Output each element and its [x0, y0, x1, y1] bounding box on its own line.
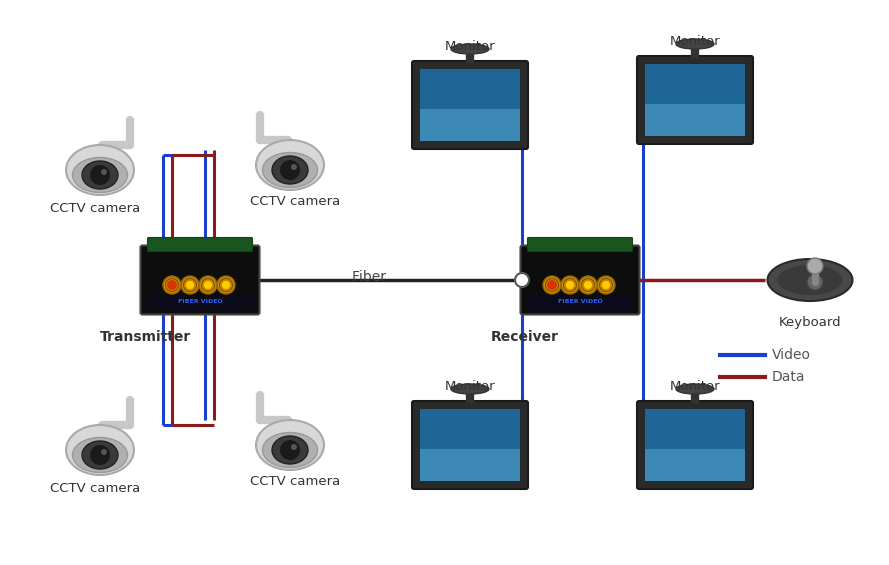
Ellipse shape [73, 437, 127, 472]
Circle shape [186, 281, 194, 289]
Ellipse shape [73, 158, 127, 193]
Circle shape [199, 276, 217, 294]
FancyBboxPatch shape [412, 61, 528, 149]
FancyBboxPatch shape [140, 246, 260, 315]
Ellipse shape [778, 265, 843, 295]
Bar [420, 108, 520, 141]
Circle shape [566, 281, 574, 289]
FancyBboxPatch shape [527, 237, 632, 251]
Text: Monitor: Monitor [669, 380, 720, 393]
Circle shape [222, 281, 230, 289]
Text: CCTV camera: CCTV camera [250, 195, 340, 208]
Circle shape [280, 440, 300, 460]
Circle shape [584, 281, 592, 289]
Circle shape [181, 276, 199, 294]
Text: Video: Video [772, 348, 811, 362]
Circle shape [807, 258, 823, 274]
Bar [420, 69, 520, 141]
Text: Data: Data [772, 370, 805, 384]
Bar [147, 294, 253, 308]
FancyBboxPatch shape [637, 401, 753, 489]
Bar [420, 69, 520, 108]
Text: Monitor: Monitor [669, 35, 720, 48]
FancyBboxPatch shape [412, 401, 528, 489]
Text: FIBER VIDEO: FIBER VIDEO [557, 299, 603, 304]
Bar [645, 64, 745, 103]
Bar [420, 409, 520, 481]
Text: FIBER VIDEO: FIBER VIDEO [178, 299, 222, 304]
Bar [645, 103, 745, 136]
Text: Monitor: Monitor [444, 380, 495, 393]
Text: Monitor: Monitor [444, 40, 495, 53]
FancyBboxPatch shape [637, 56, 753, 144]
Ellipse shape [82, 441, 118, 469]
Text: Receiver: Receiver [491, 330, 559, 344]
Circle shape [543, 276, 561, 294]
Circle shape [291, 444, 297, 450]
Circle shape [163, 276, 181, 294]
Ellipse shape [272, 156, 308, 184]
Circle shape [547, 280, 557, 290]
Bar [526, 294, 634, 308]
Ellipse shape [451, 44, 489, 54]
Text: Fiber: Fiber [352, 270, 395, 284]
Circle shape [167, 280, 177, 290]
Text: CCTV camera: CCTV camera [50, 202, 140, 215]
Circle shape [204, 281, 212, 289]
Circle shape [579, 276, 597, 294]
Bar [645, 64, 745, 136]
Text: Keyboard: Keyboard [779, 316, 841, 329]
Circle shape [561, 276, 579, 294]
Circle shape [101, 449, 107, 455]
Circle shape [168, 281, 176, 289]
FancyBboxPatch shape [520, 246, 639, 315]
Circle shape [548, 281, 556, 289]
Bar [645, 409, 745, 481]
Text: Transmitter: Transmitter [100, 330, 190, 344]
Ellipse shape [451, 384, 489, 394]
FancyBboxPatch shape [148, 237, 252, 251]
Circle shape [515, 273, 529, 287]
Circle shape [280, 160, 300, 180]
Ellipse shape [256, 140, 324, 190]
Ellipse shape [66, 145, 134, 195]
Circle shape [602, 281, 610, 289]
Bar [420, 409, 520, 449]
Ellipse shape [676, 384, 714, 394]
Bar [645, 409, 745, 449]
Circle shape [807, 274, 823, 290]
Text: CCTV camera: CCTV camera [50, 482, 140, 495]
Circle shape [291, 164, 297, 170]
Text: CCTV camera: CCTV camera [250, 475, 340, 488]
Circle shape [597, 276, 615, 294]
Circle shape [217, 276, 235, 294]
Circle shape [90, 165, 110, 185]
Bar [645, 449, 745, 481]
Bar [420, 449, 520, 481]
Ellipse shape [66, 425, 134, 475]
Ellipse shape [256, 420, 324, 470]
Ellipse shape [82, 161, 118, 189]
Circle shape [101, 169, 107, 175]
Ellipse shape [272, 436, 308, 464]
Ellipse shape [676, 39, 714, 49]
Ellipse shape [262, 432, 317, 467]
Circle shape [90, 445, 110, 465]
Ellipse shape [767, 259, 853, 301]
Ellipse shape [262, 153, 317, 188]
